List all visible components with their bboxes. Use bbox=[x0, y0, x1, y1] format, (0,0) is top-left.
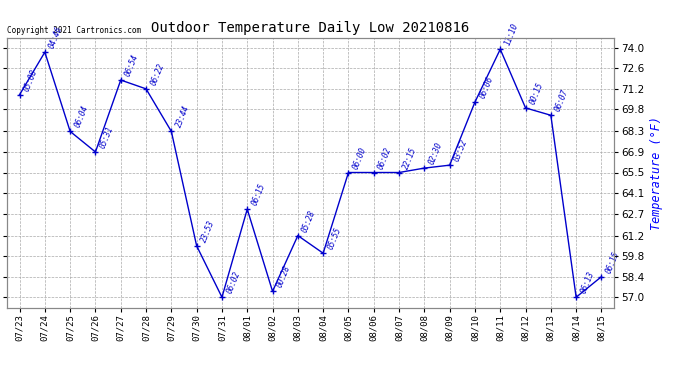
Text: 05:55: 05:55 bbox=[326, 226, 343, 251]
Text: 05:08: 05:08 bbox=[22, 68, 39, 93]
Text: Copyright 2021 Cartronics.com: Copyright 2021 Cartronics.com bbox=[7, 26, 141, 35]
Text: 06:54: 06:54 bbox=[124, 53, 141, 78]
Text: 23:53: 23:53 bbox=[199, 219, 217, 244]
Text: 05:28: 05:28 bbox=[301, 209, 317, 233]
Text: 00:15: 00:15 bbox=[529, 81, 545, 106]
Text: 06:02: 06:02 bbox=[225, 270, 241, 295]
Title: Outdoor Temperature Daily Low 20210816: Outdoor Temperature Daily Low 20210816 bbox=[151, 21, 470, 35]
Text: 00:28: 00:28 bbox=[275, 264, 293, 289]
Text: 05:31: 05:31 bbox=[98, 125, 115, 150]
Text: 04:46: 04:46 bbox=[48, 25, 65, 50]
Text: 03:52: 03:52 bbox=[453, 138, 469, 163]
Text: 23:44: 23:44 bbox=[174, 104, 191, 129]
Y-axis label: Temperature (°F): Temperature (°F) bbox=[650, 116, 663, 230]
Text: 11:10: 11:10 bbox=[503, 22, 520, 47]
Text: 06:13: 06:13 bbox=[579, 270, 596, 295]
Text: 22:15: 22:15 bbox=[402, 146, 419, 170]
Text: 06:02: 06:02 bbox=[377, 146, 393, 170]
Text: 06:07: 06:07 bbox=[553, 88, 571, 113]
Text: 02:30: 02:30 bbox=[427, 141, 444, 166]
Text: 06:15: 06:15 bbox=[250, 182, 267, 207]
Text: 06:06: 06:06 bbox=[477, 75, 495, 100]
Text: 06:04: 06:04 bbox=[73, 104, 90, 129]
Text: 06:00: 06:00 bbox=[351, 146, 368, 170]
Text: 06:22: 06:22 bbox=[149, 62, 166, 87]
Text: 06:15: 06:15 bbox=[604, 250, 621, 274]
